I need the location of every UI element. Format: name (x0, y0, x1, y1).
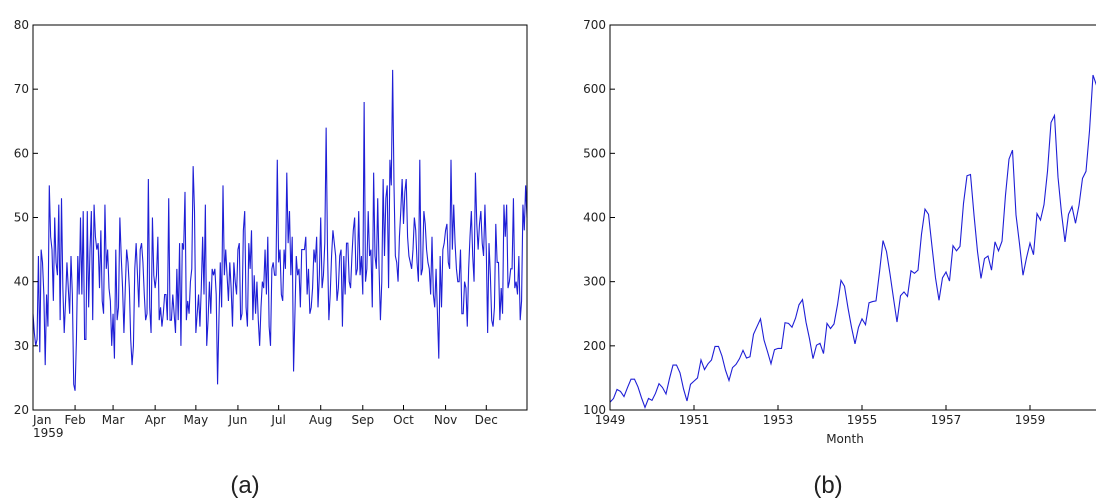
x-tick-label: May (183, 413, 208, 427)
y-tick-label: 60 (14, 146, 29, 160)
caption: (b) (813, 472, 842, 499)
data-line (610, 75, 1096, 407)
x-tick-label: 1951 (679, 413, 710, 427)
x-tick-label: 1953 (763, 413, 794, 427)
y-tick-label: 300 (583, 275, 606, 289)
y-tick-label: 200 (583, 339, 606, 353)
y-tick-label: 700 (583, 18, 606, 32)
x-tick-label: 1949 (595, 413, 626, 427)
x-tick-label: Jul (270, 413, 285, 427)
y-tick-label: 50 (14, 211, 29, 225)
x-tick-label: Feb (64, 413, 85, 427)
y-tick-label: 80 (14, 18, 29, 32)
x-tick-label: Oct (393, 413, 414, 427)
y-tick-label: 400 (583, 211, 606, 225)
x-tick-label: Mar (102, 413, 125, 427)
y-tick-label: 600 (583, 82, 606, 96)
x-axis-label: Month (826, 432, 864, 446)
y-tick-label: 40 (14, 275, 29, 289)
x-tick-label: Aug (309, 413, 332, 427)
y-tick-label: 30 (14, 339, 29, 353)
page: 20 30 40 50 60 70 80 Jan1959Feb Mar Apr May Jun Jul A… (0, 0, 1096, 502)
x-tick-label: Nov (434, 413, 457, 427)
y-tick-label: 70 (14, 82, 29, 96)
caption: (a) (230, 472, 259, 499)
x-tick-label: 1955 (847, 413, 878, 427)
x-tick-label: 1959 (1015, 413, 1046, 427)
x-tick-label: 1957 (931, 413, 962, 427)
plot-frame (610, 25, 1096, 410)
x-tick-label: Dec (475, 413, 498, 427)
x-tick-label: Apr (145, 413, 166, 427)
figure: 20 30 40 50 60 70 80 Jan1959Feb Mar Apr May Jun Jul A… (0, 0, 1096, 502)
data-line (33, 70, 527, 391)
x-tick-label: Sep (351, 413, 374, 427)
y-tick-label: 20 (14, 403, 29, 417)
x-tick-label: Jun (228, 413, 248, 427)
y-tick-label: 500 (583, 146, 606, 160)
